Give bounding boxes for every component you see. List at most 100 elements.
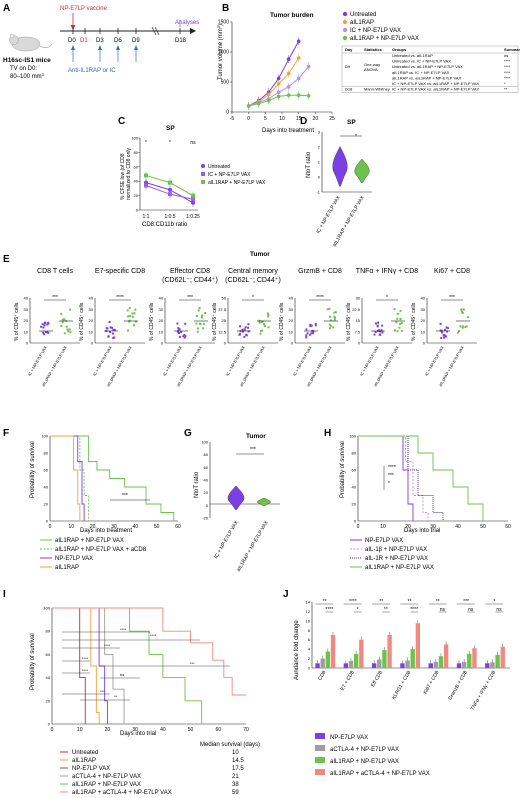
y-axis-label: % of CD45⁺ cells xyxy=(212,302,218,341)
table-cell: D9 xyxy=(345,64,351,69)
x-tick-label: 0 xyxy=(247,116,250,122)
y-tick-label: 22.5 xyxy=(352,307,361,312)
stats-table: Day Statistics Groups Summary D9 One-wayANOVA… xyxy=(341,45,520,93)
chart-title: Tumor xyxy=(246,433,266,440)
bar xyxy=(325,651,331,668)
x-tick-label: 40 xyxy=(133,524,139,530)
legend-entry: IC + NP-E7LP VAX xyxy=(208,172,251,178)
bar xyxy=(495,654,500,668)
significance: *** xyxy=(190,661,195,666)
data-point xyxy=(460,308,463,311)
treatment-arrowhead xyxy=(98,45,102,50)
table-cell: **** xyxy=(504,70,511,75)
x-tick-label: 30 xyxy=(430,524,436,530)
significance-brackets: **** **** **** **** *** **** ns *** ** xyxy=(82,627,195,699)
data-point xyxy=(263,325,266,328)
survival-curve xyxy=(50,435,89,521)
x-tick-label: 20 xyxy=(105,727,111,733)
plot-title: GrzmB + CD8 xyxy=(298,268,342,275)
data-point xyxy=(242,330,245,333)
y-tick-label: 40 xyxy=(46,675,51,680)
x-tick-label: IC + NP-E7LP VAX xyxy=(162,345,183,377)
y-tick-label: 60 xyxy=(352,468,357,473)
data-point xyxy=(314,323,317,326)
y-tick-label: 2 xyxy=(318,145,321,150)
y-tick-label: 20 xyxy=(289,318,294,323)
bar xyxy=(320,658,325,668)
data-point xyxy=(195,314,198,317)
x-tick-label: 50 xyxy=(480,524,486,530)
data-point xyxy=(183,333,186,336)
y-tick-label: 20 xyxy=(352,502,357,507)
chart-title: SP xyxy=(347,119,356,126)
data-point xyxy=(326,308,329,311)
data-point xyxy=(401,329,404,332)
data-point xyxy=(42,331,45,334)
y-tick-label: -1 xyxy=(316,190,320,195)
x-tick-label: 50 xyxy=(154,524,160,530)
data-point xyxy=(246,326,249,329)
data-point xyxy=(258,319,261,322)
panel-label: F xyxy=(3,428,9,439)
legend-entry: Untreated xyxy=(350,12,376,18)
data-point xyxy=(201,314,204,317)
table-cell: D18 xyxy=(345,87,353,92)
y-tick-label: 40 xyxy=(89,296,94,301)
y-tick-label: 14 xyxy=(306,600,311,605)
data-point xyxy=(440,336,443,339)
significance: *** xyxy=(122,493,128,499)
panel-label: E xyxy=(3,254,10,265)
data-point xyxy=(464,326,467,329)
y-tick-label: 20 xyxy=(89,318,94,323)
data-point xyxy=(168,187,172,192)
legend-entry: aCTLA-4 + NP-E7LP VAX xyxy=(330,747,399,753)
y-tick-label: 12.5 xyxy=(218,329,227,334)
data-point xyxy=(44,330,47,333)
data-point xyxy=(258,321,261,324)
data-point xyxy=(256,101,261,106)
data-point xyxy=(66,328,69,331)
data-point xyxy=(276,90,281,94)
bar xyxy=(400,663,405,668)
data-point xyxy=(332,326,335,329)
data-point xyxy=(381,331,384,334)
x-tick-label: 1:1 xyxy=(143,214,150,220)
significance: ns xyxy=(496,607,502,613)
data-point xyxy=(328,307,331,310)
data-point xyxy=(178,332,181,335)
data-point xyxy=(378,329,381,332)
table-cell: aIL1RAP + aCTLA-4 + NP-E7LP VAX xyxy=(72,790,172,796)
y-axis-label: % of CD45⁺ cells xyxy=(14,302,20,341)
significance: *** xyxy=(250,447,256,453)
y-tick-label: 30 xyxy=(421,307,426,312)
y-tick-label: 60 xyxy=(134,164,139,169)
y-tick-label: 1 xyxy=(318,160,321,165)
data-point xyxy=(196,327,199,330)
y-tick-label: 20 xyxy=(159,318,164,323)
y-tick-label: 60 xyxy=(46,652,51,657)
data-point xyxy=(446,330,449,333)
data-point xyxy=(439,329,442,332)
data-point xyxy=(168,192,172,197)
bar xyxy=(485,663,490,668)
data-point xyxy=(267,326,270,329)
data-point xyxy=(44,321,47,324)
x-tick-label: 30 xyxy=(132,727,138,733)
data-point xyxy=(444,328,447,331)
significance: ns xyxy=(190,140,196,146)
legend-entry: aIL-1β + NP-E7LP VAX xyxy=(365,547,427,553)
data-point xyxy=(184,335,187,338)
legend-entry: aIL-1R + NP-E7LP VAX xyxy=(365,556,428,562)
y-tick-label: 0 xyxy=(226,110,229,116)
y-tick-label: 0 xyxy=(291,341,294,346)
data-point xyxy=(60,324,63,327)
x-tick-label: 20 xyxy=(313,116,319,122)
x-tick-label: 60 xyxy=(505,524,511,530)
data-point xyxy=(266,98,271,103)
x-tick-label: 0 xyxy=(51,727,54,733)
legend-entry: IC + NP-E7LP VAX xyxy=(350,28,401,34)
tv-line1: TV on D0: xyxy=(10,66,37,72)
data-point xyxy=(144,173,148,178)
x-tick-label: E7 + CD8 xyxy=(340,670,356,692)
significance: *** xyxy=(187,295,193,301)
